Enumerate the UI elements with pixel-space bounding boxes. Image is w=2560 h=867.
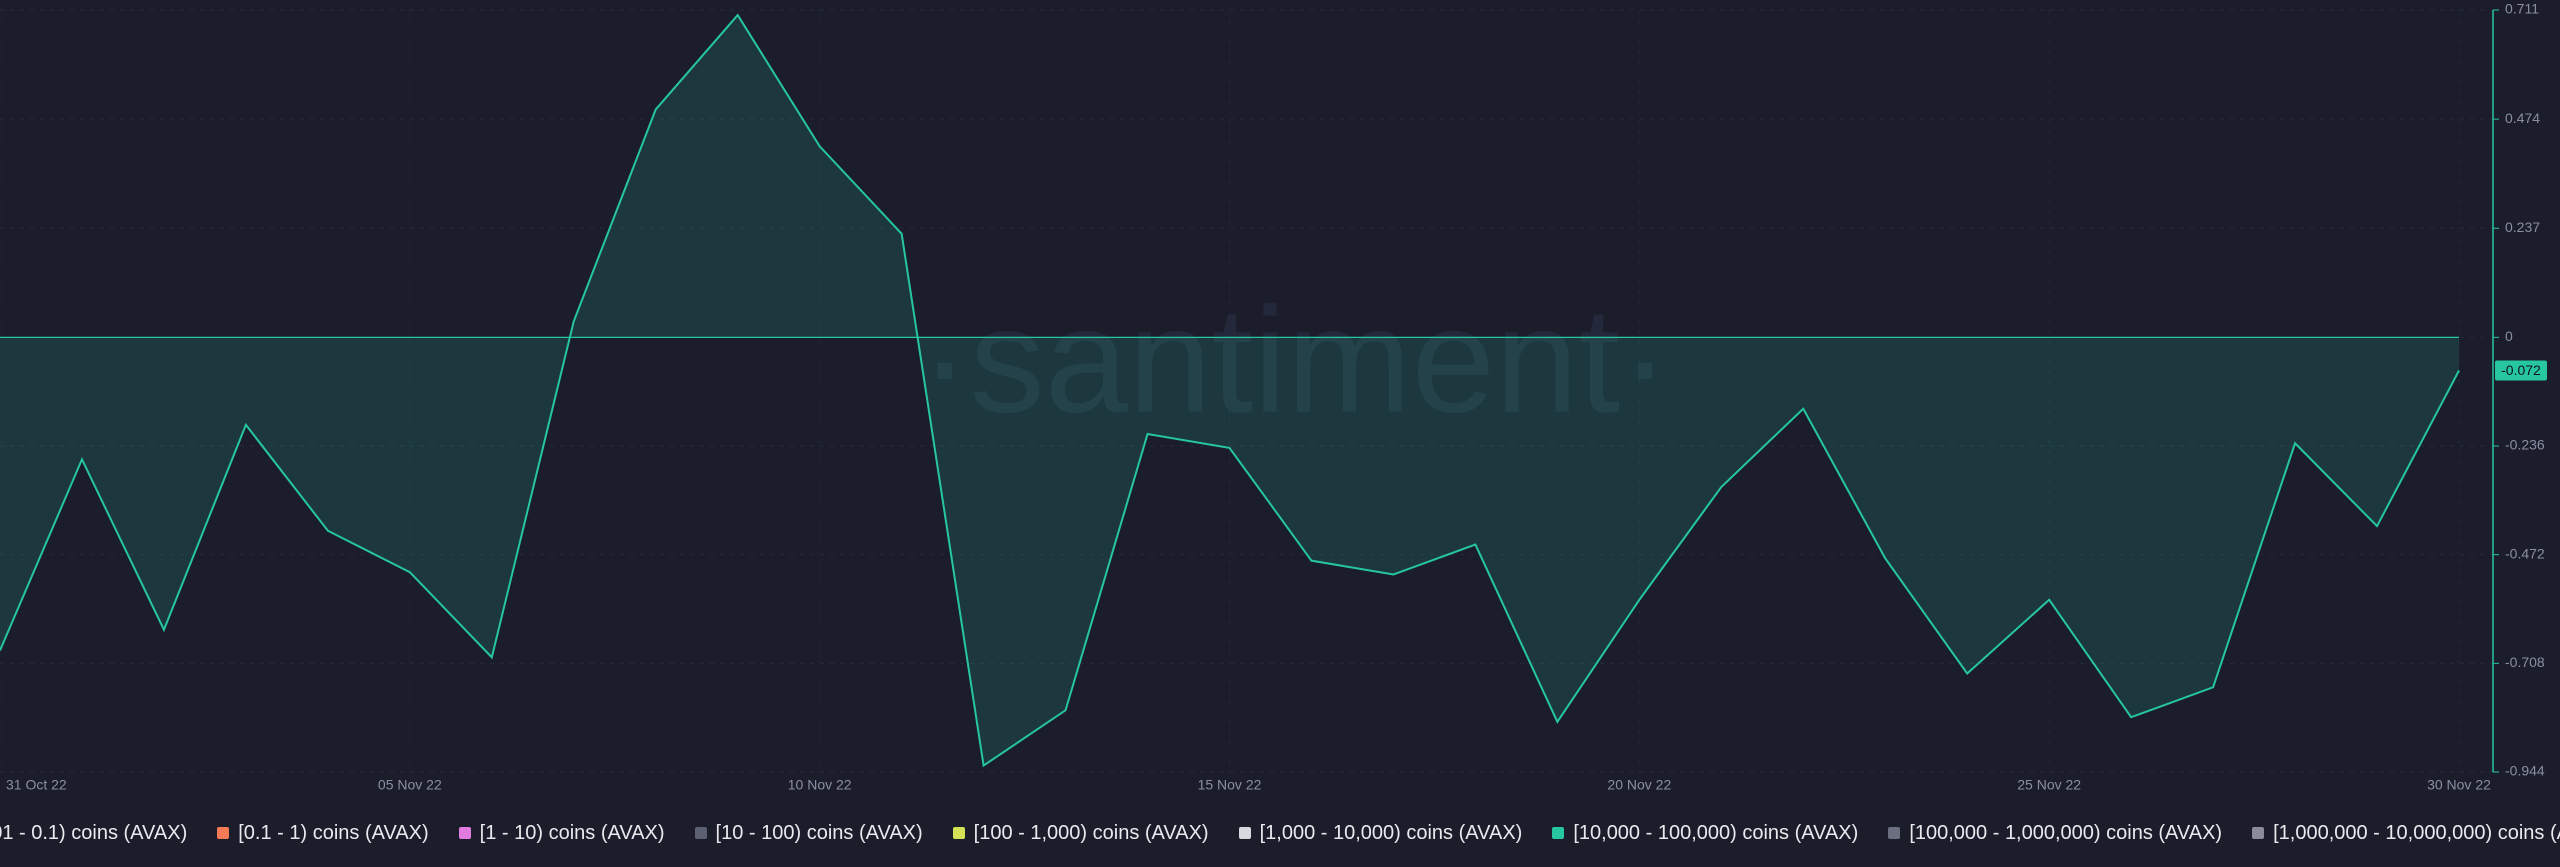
legend-label: [1 - 10) coins (AVAX): [479, 821, 665, 844]
line: [0, 13, 2460, 768]
legend-item[interactable]: [100,000 - 1,000,000) coins (AVAX): [1888, 822, 2222, 845]
chart: ·santiment· 0.711 0.474 0.237 0 -0.236 -0.472…: [0, 1, 2547, 793]
watermark: ·santiment·: [920, 276, 1670, 444]
legend-swatch: [2252, 827, 2265, 839]
y-tick-label: 0.474: [2505, 110, 2540, 126]
legend-item[interactable]: [10 - 100) coins (AVAX): [694, 821, 923, 845]
x-tick-label: 31 Oct 22: [6, 777, 67, 793]
legend-row: [0.01 - 0.1) coins (AVAX) [0.1 - 1) coins…: [0, 815, 2560, 851]
legend-swatch: [1552, 827, 1565, 839]
y-tick-label: -0.472: [2505, 545, 2545, 561]
current-value-box: [2495, 360, 2547, 381]
legend-swatch: [952, 827, 965, 839]
x-tick-label: 25 Nov 22: [2017, 777, 2081, 793]
legend-swatch: [1888, 827, 1901, 839]
legend-label: [0.01 - 0.1) coins (AVAX): [0, 821, 188, 844]
legend-item[interactable]: [1,000,000 - 10,000,000) coins (AVAX): [2252, 822, 2560, 845]
legend-swatch: [458, 827, 471, 839]
legend-item[interactable]: [0.1 - 1) coins (AVAX): [217, 821, 429, 845]
legend-label: [1,000,000 - 10,000,000) coins (AVAX): [2273, 821, 2560, 844]
legend-item[interactable]: [1 - 10) coins (AVAX): [458, 821, 665, 845]
y-tick-label: -0.236: [2505, 437, 2545, 453]
x-tick-label: 20 Nov 22: [1607, 777, 1671, 793]
x-tick-label: 10 Nov 22: [788, 777, 852, 793]
current-value-label: -0.072: [2501, 362, 2541, 378]
legend-swatch: [217, 827, 230, 839]
y-tick-label: -0.708: [2505, 654, 2545, 670]
y-tick-label: -0.944: [2505, 763, 2545, 779]
legend-label: [0.1 - 1) coins (AVAX): [238, 821, 429, 844]
legend: [0.01 - 0.1) coins (AVAX) [0.1 - 1) coins…: [0, 815, 2560, 851]
legend-swatch: [694, 827, 707, 839]
legend-label: [100 - 1,000) coins (AVAX): [973, 821, 1209, 844]
x-tick-label: 05 Nov 22: [378, 777, 442, 793]
y-tick-label: 0: [2505, 328, 2513, 344]
legend-label: [1,000 - 10,000) coins (AVAX): [1259, 821, 1523, 844]
y-tick-label: 0.237: [2505, 219, 2540, 235]
legend-item[interactable]: [0.01 - 0.1) coins (AVAX): [0, 822, 187, 845]
area-fill: [0, 15, 2459, 766]
legend-label: [100,000 - 1,000,000) coins (AVAX): [1909, 821, 2223, 844]
legend-label: [10 - 100) coins (AVAX): [715, 821, 923, 844]
x-tick-label: 30 Nov 22: [2427, 777, 2491, 793]
legend-item[interactable]: [100 - 1,000) coins (AVAX): [952, 821, 1209, 845]
legend-item[interactable]: [1,000 - 10,000) coins (AVAX): [1238, 821, 1523, 845]
y-tick-label: 0.711: [2505, 1, 2539, 17]
legend-label: [10,000 - 100,000) coins (AVAX): [1573, 821, 1859, 844]
x-tick-label: 15 Nov 22: [1198, 777, 1262, 793]
legend-item[interactable]: [10,000 - 100,000) coins (AVAX): [1552, 822, 1858, 845]
legend-swatch: [1238, 827, 1251, 839]
